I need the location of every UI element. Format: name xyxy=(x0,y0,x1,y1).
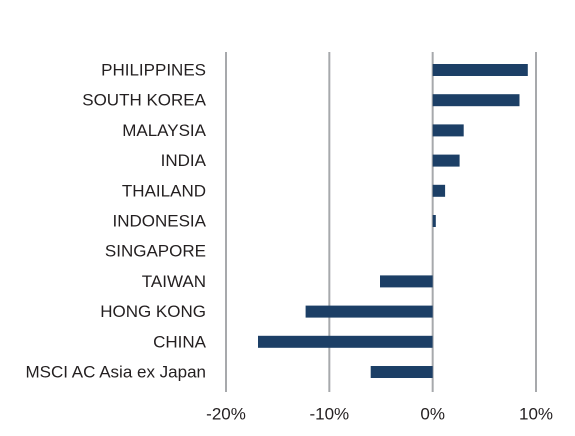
category-label: MALAYSIA xyxy=(122,121,206,140)
x-tick-label: 0% xyxy=(420,405,445,424)
category-label: HONG KONG xyxy=(100,302,206,321)
category-label: MSCI AC Asia ex Japan xyxy=(26,363,206,382)
category-label: THAILAND xyxy=(122,181,206,200)
category-label: INDONESIA xyxy=(112,212,206,231)
bar-taiwan xyxy=(380,275,433,288)
bars xyxy=(258,64,528,378)
category-labels: PHILIPPINES SOUTH KOREA MALAYSIA INDIA THAIL… xyxy=(26,61,207,382)
category-label: SINGAPORE xyxy=(105,242,206,261)
bar-indonesia xyxy=(432,215,436,227)
category-label: INDIA xyxy=(161,151,207,170)
grid-lines xyxy=(225,52,537,392)
x-tick-label: -20% xyxy=(206,405,246,424)
x-tick-label: -10% xyxy=(309,405,349,424)
bar-thailand xyxy=(432,184,446,197)
x-tick-labels: -20% -10% 0% 10% xyxy=(206,405,553,424)
bar-india xyxy=(432,154,460,167)
bar-philippines xyxy=(432,64,528,76)
category-label: SOUTH KOREA xyxy=(82,91,206,110)
category-label: PHILIPPINES xyxy=(101,61,206,80)
bar-south-korea xyxy=(432,94,520,107)
category-label: CHINA xyxy=(153,332,207,351)
category-label: TAIWAN xyxy=(142,272,206,291)
x-tick-label: 10% xyxy=(519,405,553,424)
bar-malaysia xyxy=(432,124,464,137)
bar-china xyxy=(258,335,433,348)
bar-msci-ac-asia-ex-japan xyxy=(370,366,433,378)
bar-hong-kong xyxy=(305,305,433,318)
